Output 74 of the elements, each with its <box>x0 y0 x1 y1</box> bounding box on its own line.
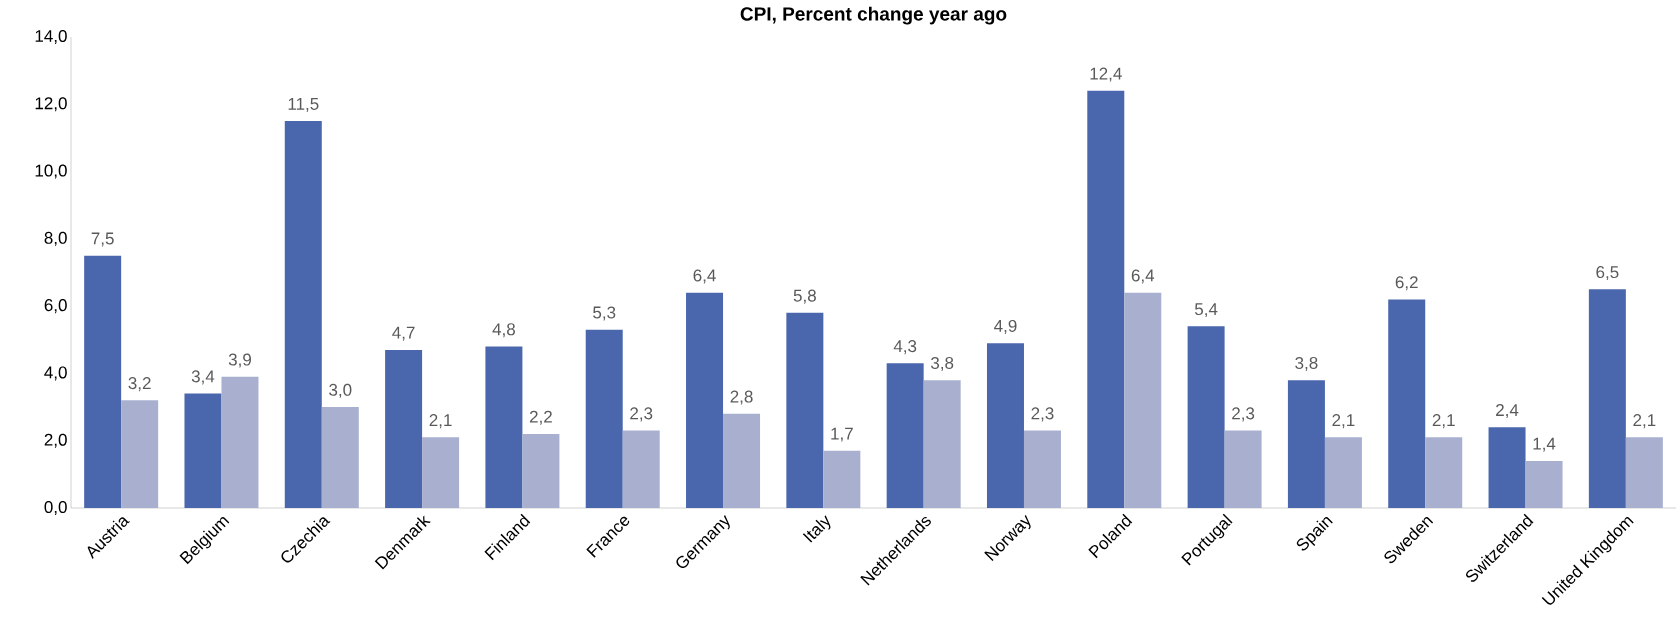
y-tick-label: 14,0 <box>35 29 67 45</box>
data-label: 6,2 <box>1395 276 1418 291</box>
data-label: 11,5 <box>288 98 319 112</box>
data-label: 3,8 <box>1295 356 1318 371</box>
data-label: 5,3 <box>593 306 616 321</box>
bar <box>585 329 623 508</box>
data-label: 2,1 <box>1633 414 1656 429</box>
data-label: 1,4 <box>1533 437 1556 452</box>
bar <box>1525 460 1563 508</box>
data-label: 2,8 <box>730 390 753 405</box>
data-label: 6,5 <box>1596 266 1619 281</box>
bar <box>385 349 423 508</box>
bar <box>1324 437 1362 508</box>
bar <box>221 376 259 508</box>
bar <box>622 430 660 508</box>
data-label: 2,4 <box>1496 404 1519 419</box>
data-label: 1,7 <box>831 427 853 442</box>
data-label: 4,7 <box>392 326 415 341</box>
data-label: 6,4 <box>693 269 716 284</box>
data-label: 2,1 <box>1432 414 1455 429</box>
bar <box>1087 90 1125 508</box>
y-tick-label: 0,0 <box>44 500 67 516</box>
bar <box>184 393 222 508</box>
data-label: 2,2 <box>529 410 552 425</box>
y-tick-label: 6,0 <box>44 299 67 314</box>
bar <box>1588 289 1626 508</box>
bar <box>686 292 724 508</box>
bar <box>1388 299 1426 508</box>
bar <box>986 343 1024 508</box>
bar <box>723 413 761 508</box>
data-label: 3,2 <box>128 377 151 392</box>
bar <box>121 400 159 508</box>
data-label: 4,9 <box>994 319 1017 334</box>
data-label: 4,8 <box>492 323 515 338</box>
bar <box>422 437 460 508</box>
y-tick-label: 2,0 <box>44 433 67 448</box>
data-label: 2,3 <box>630 407 653 422</box>
bar <box>923 380 961 508</box>
data-label: 2,1 <box>1332 414 1355 429</box>
bar <box>284 121 322 508</box>
bar <box>1224 430 1262 508</box>
data-label: 3,0 <box>329 383 352 398</box>
data-label: 5,8 <box>793 289 816 304</box>
bar <box>1488 427 1526 508</box>
data-label: 6,4 <box>1131 269 1155 284</box>
y-tick-label: 8,0 <box>44 231 67 246</box>
bar <box>1187 326 1225 508</box>
bar <box>1023 430 1061 508</box>
bar <box>1124 292 1162 508</box>
bar <box>485 346 523 508</box>
data-label: 12,4 <box>1090 67 1122 82</box>
chart-title: CPI, Percent change year ago <box>740 6 1007 25</box>
data-label: 2,3 <box>1031 407 1054 422</box>
y-tick-label: 12,0 <box>35 97 67 112</box>
data-label: 2,1 <box>429 414 452 429</box>
y-tick-label: 4,0 <box>44 366 67 381</box>
data-label: 5,4 <box>1194 303 1218 318</box>
data-label: 3,8 <box>930 356 954 371</box>
bar <box>522 433 560 508</box>
data-label: 3,4 <box>191 370 215 385</box>
bar <box>1425 437 1463 508</box>
bar <box>1287 380 1325 508</box>
data-label: 4,3 <box>893 340 917 355</box>
bar <box>321 407 359 508</box>
x-tick-label: Italy <box>802 515 831 543</box>
y-tick-label: 10,0 <box>35 164 67 179</box>
bar <box>84 255 122 508</box>
bar <box>823 450 861 508</box>
data-label: 3,9 <box>228 353 251 368</box>
bar <box>786 312 824 508</box>
bar <box>1625 437 1663 508</box>
bar <box>886 363 924 508</box>
data-label: 2,3 <box>1232 407 1255 422</box>
data-label: 7,5 <box>91 232 114 247</box>
